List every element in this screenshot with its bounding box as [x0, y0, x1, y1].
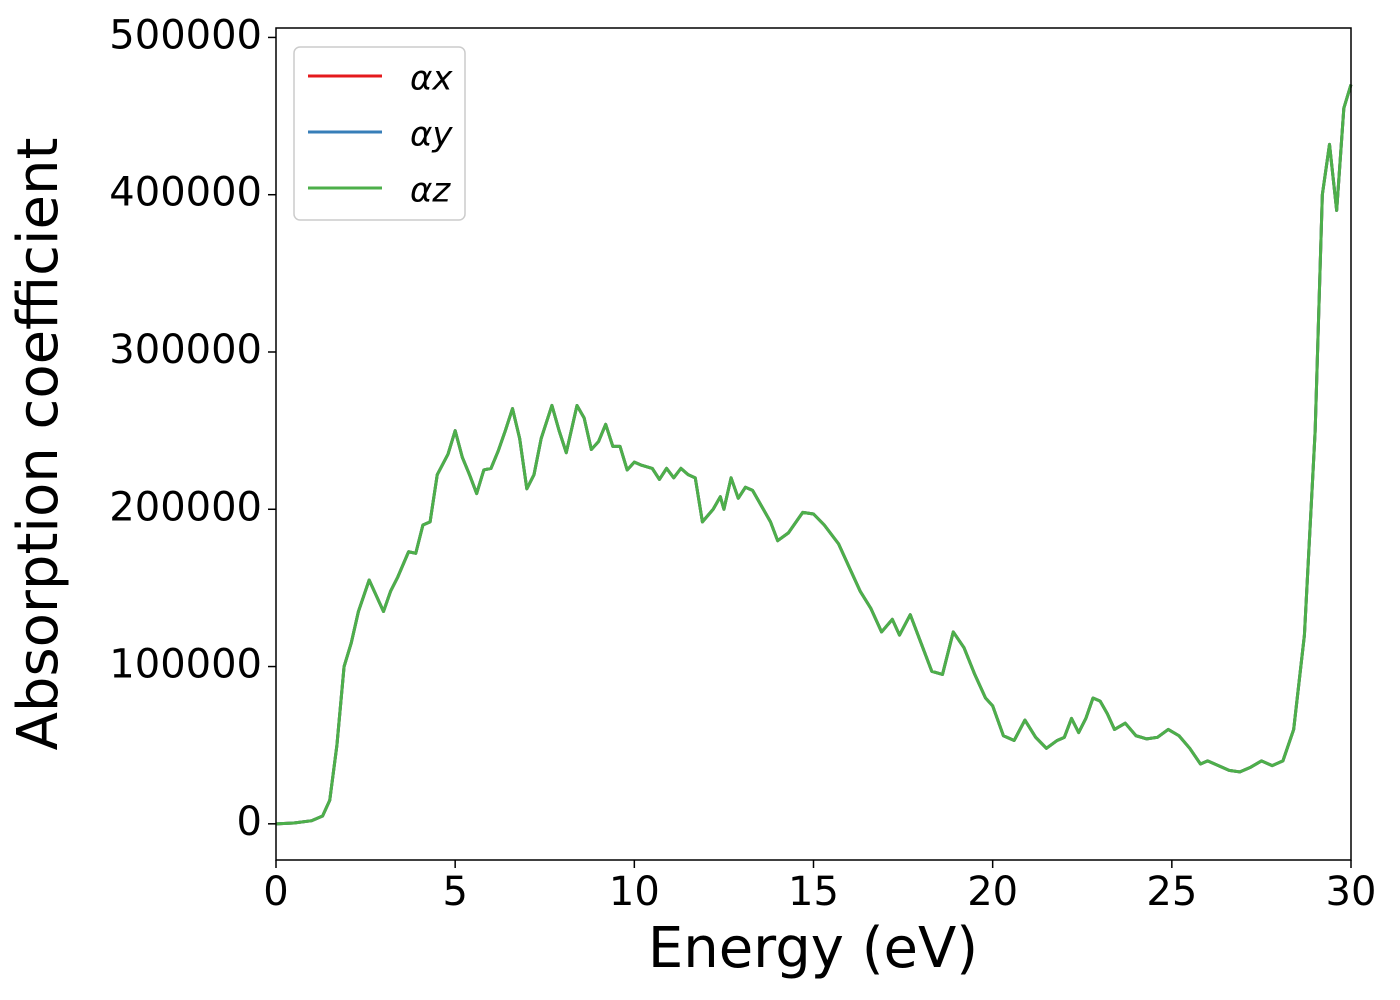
y-tick-label: 300000: [109, 327, 262, 373]
x-tick-label: 15: [788, 869, 839, 915]
y-tick-label: 200000: [109, 484, 262, 530]
data-line: [275, 84, 1353, 826]
x-axis-label: Energy (eV): [648, 916, 978, 981]
x-tick-label: 5: [442, 869, 467, 915]
y-tick-label: 100000: [109, 642, 262, 688]
legend-label: αx: [410, 59, 453, 99]
y-axis-label: Absorption coefficient: [6, 138, 71, 751]
y-tick-label: 500000: [109, 12, 262, 58]
y-tick-label: 0: [237, 799, 262, 845]
y-tick-label: 400000: [109, 170, 262, 216]
plot-frame: [275, 27, 1352, 861]
x-tick-label: 25: [1146, 869, 1197, 915]
legend-label: αz: [410, 171, 451, 211]
x-tick-label: 10: [609, 869, 660, 915]
x-tick-label: 0: [263, 869, 288, 915]
x-tick-label: 20: [967, 869, 1018, 915]
x-tick-label: 30: [1326, 869, 1377, 915]
legend-label: αy: [410, 115, 453, 155]
